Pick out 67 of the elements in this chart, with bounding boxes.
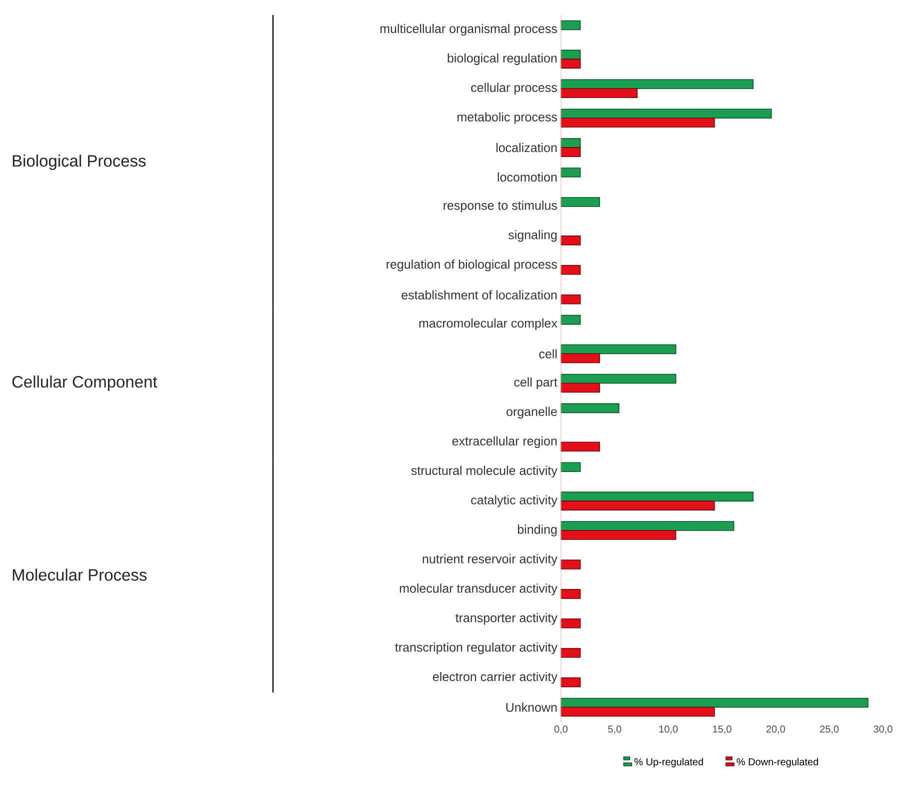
y-tick-label: molecular transducer activity [400,584,558,596]
bar [560,589,581,599]
bar [560,79,754,90]
y-tick-label: macromolecular complex [419,318,558,330]
y-tick-label: organelle [506,406,557,419]
y-tick-label: cell part [514,377,558,390]
bar [560,462,581,472]
text: Cellular Component [12,376,158,391]
x-tick-label: 10,0 [659,726,678,734]
legend-label: % Down-regulated [736,758,818,768]
x-tick-label: 30,0 [874,726,892,734]
y-tick-label: signaling [508,230,557,242]
bar [560,20,581,30]
bar [560,58,581,69]
bar [560,677,581,688]
bar [560,521,734,531]
bar [560,560,581,570]
bar [560,353,600,364]
bar [560,294,581,304]
bar [560,648,581,658]
text: Molecular Process [12,568,147,581]
y-tick-label: structural molecule activity [411,466,558,478]
y-tick-label: cell [539,349,557,358]
bar [560,147,581,157]
bar [560,236,581,246]
x-tick-label: 0,0 [554,726,568,734]
y-tick-label: response to stimulus [444,200,557,212]
bar [560,442,600,452]
x-tick-label: 20,0 [766,726,785,734]
x-tick-label: 15,0 [713,726,732,734]
y-tick-label: regulation of biological process [386,260,557,272]
bar [560,403,620,414]
y-tick-label: establishment of localization [402,290,557,300]
bar [560,618,581,628]
x-tick-label: 5,0 [608,726,622,734]
y-tick-label: binding [518,524,557,536]
bar [560,108,772,119]
bar [560,530,676,540]
y-tick-label: metabolic process [458,112,557,124]
y-tick-label: locomotion [498,172,557,182]
y-tick-label: transcription regulator activity [395,642,558,654]
y-tick-label: catalytic activity [471,495,558,507]
legend-label: % Up-regulated [634,758,703,768]
y-tick-label: electron carrier activity [432,672,558,684]
bar [560,698,868,708]
y-tick-label: localization [496,142,557,152]
bar [560,88,638,98]
bar [560,492,754,502]
bar [560,264,581,275]
y-tick-label: transporter activity [456,613,558,625]
y-tick-label: biological regulation [448,53,557,66]
x-tick-label: 25,0 [820,726,839,734]
bar [560,374,676,384]
y-tick-label: Unknown [506,702,557,712]
bar [560,168,581,178]
y-tick-label: multicellular organismal process [380,24,557,36]
y-tick-label: extracellular region [452,436,557,448]
bar [560,197,600,207]
bar [560,500,715,510]
bar [560,706,715,717]
text: Biological Process [12,154,146,170]
bar [560,118,715,128]
bar [560,314,581,325]
bar [560,344,676,354]
y-tick-label: cellular process [471,82,557,94]
y-tick-label: nutrient reservoir activity [422,554,558,566]
bar [560,382,600,393]
